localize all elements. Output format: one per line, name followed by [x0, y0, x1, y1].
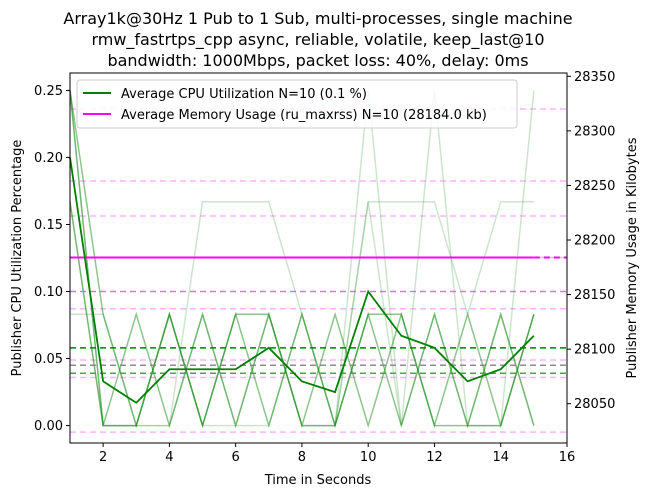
x-tick-label: 6 [232, 450, 240, 465]
cpu-run-line [69, 90, 535, 429]
plot-area [69, 90, 567, 433]
y-right-tick-label: 28100 [574, 343, 615, 358]
x-tick-label: 2 [99, 450, 107, 465]
y-right-tick-label: 28350 [574, 70, 615, 85]
y-left-tick-label: 0.25 [34, 84, 63, 99]
cpu-run-line [69, 201, 535, 429]
plot-frame [69, 72, 568, 444]
x-tick-label: 14 [492, 450, 509, 465]
y-left-tick-label: 0.20 [34, 151, 63, 166]
legend-label-cpu: Average CPU Utilization N=10 (0.1 %) [121, 87, 367, 102]
legend: Average CPU Utilization N=10 (0.1 %) Ave… [76, 79, 518, 129]
cpu-run-line [70, 200, 534, 427]
y-axis-right: 28050 28100 28150 28200 28250 28300 28350 [567, 70, 615, 412]
y-left-tick-label: 0.05 [34, 352, 63, 367]
legend-box [76, 79, 518, 129]
chart-title: Array1k@30Hz 1 Pub to 1 Sub, multi-proce… [63, 9, 572, 70]
y-right-tick-label: 28250 [574, 179, 615, 194]
y-right-tick-label: 28200 [574, 233, 615, 248]
y-left-tick-label: 0.15 [34, 218, 63, 233]
x-tick-label: 8 [298, 450, 306, 465]
x-axis: 2 4 6 8 10 12 14 16 [99, 443, 575, 465]
x-tick-label: 12 [426, 450, 443, 465]
x-axis-label: Time in Seconds [264, 473, 372, 488]
y-right-tick-label: 28150 [574, 288, 615, 303]
title-line-1: Array1k@30Hz 1 Pub to 1 Sub, multi-proce… [63, 9, 572, 28]
title-line-3: bandwidth: 1000Mbps, packet loss: 40%, d… [107, 51, 528, 70]
x-tick-label: 4 [165, 450, 173, 465]
x-tick-label: 16 [559, 450, 576, 465]
cpu-run-line [69, 90, 535, 429]
y-left-tick-label: 0.00 [34, 419, 63, 434]
y-right-tick-label: 28300 [574, 124, 615, 139]
y-axis-right-label: Publisher Memory Usage in Kilobytes [625, 137, 640, 378]
legend-label-memory: Average Memory Usage (ru_maxrss) N=10 (2… [121, 108, 487, 123]
x-tick-label: 10 [360, 450, 377, 465]
cpu-average-line [69, 157, 535, 404]
y-right-tick-label: 28050 [574, 397, 615, 412]
y-axis-left-label: Publisher CPU Utilization Percentage [10, 140, 25, 377]
y-left-tick-label: 0.10 [34, 285, 63, 300]
cpu-run-line [69, 201, 535, 429]
y-axis-left: 0.00 0.05 0.10 0.15 0.20 0.25 [34, 84, 70, 434]
title-line-2: rmw_fastrtps_cpp async, reliable, volati… [91, 30, 544, 50]
cpu-run-line [69, 90, 535, 429]
